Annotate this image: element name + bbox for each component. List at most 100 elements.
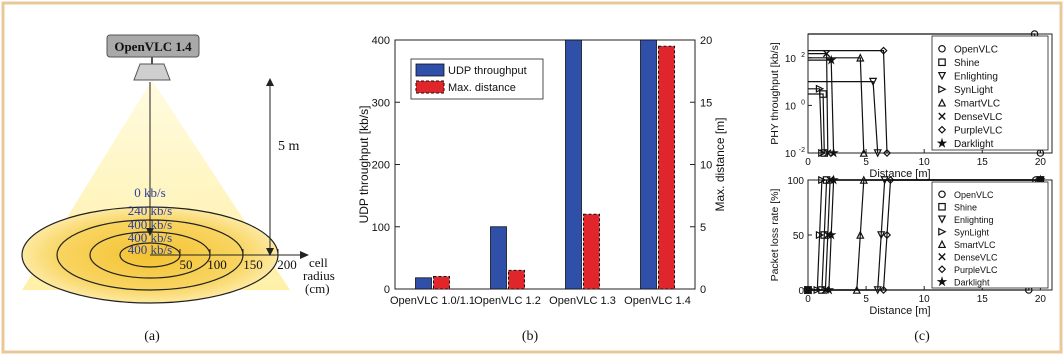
legend-marker-synlight xyxy=(938,227,947,236)
legend-swatch-distance xyxy=(415,80,445,94)
bar-max-distance xyxy=(658,45,675,290)
legend-label: Max. distance xyxy=(448,82,516,94)
data-point-smartvlc xyxy=(856,53,865,62)
panel-b-caption: (b) xyxy=(522,329,539,344)
radius-arrowhead xyxy=(300,251,309,259)
x-tick-label: OpenVLC 1.4 xyxy=(624,295,691,307)
y-tick-label: 0 xyxy=(384,284,390,296)
rate-label: 240 kb/s xyxy=(128,203,172,218)
data-point-darklight xyxy=(828,147,839,158)
y-tick-exponent: -2 xyxy=(799,147,805,154)
y-tick-exponent: 0 xyxy=(801,99,805,106)
legend-marker-openvlc xyxy=(938,190,946,199)
bar-udp-throughput xyxy=(640,39,657,290)
legend-label: Enlighting xyxy=(954,215,994,225)
rate-label: 400 kb/s xyxy=(128,242,172,257)
y-tick-label: 10 xyxy=(785,101,797,112)
data-point-synlight xyxy=(818,148,827,158)
height-arrowhead-bottom xyxy=(266,248,274,256)
legend-marker-smartvlc xyxy=(937,239,947,249)
legend-label: Darklight xyxy=(954,277,990,287)
data-point-densevlc xyxy=(822,49,831,58)
y-tick-label: 400 xyxy=(372,35,390,47)
legend-label: PurpleVLC xyxy=(954,265,998,275)
x-tick-label: OpenVLC 1.3 xyxy=(549,295,616,307)
x-tick-label: 15 xyxy=(977,157,989,168)
y-tick-label: 100 xyxy=(372,222,390,234)
y2-tick-label: 20 xyxy=(700,35,712,47)
legend-marker-densevlc xyxy=(938,112,946,120)
data-point-darklight xyxy=(826,229,837,240)
lamp-icon xyxy=(133,63,171,81)
data-point-smartvlc xyxy=(859,148,868,157)
panel-c-caption: (c) xyxy=(914,329,930,344)
rate-label: 0 kb/s xyxy=(134,185,165,200)
legend-label: DenseVLC xyxy=(954,112,1002,123)
series-line-purplevlc xyxy=(808,49,888,154)
bar-max-distance xyxy=(583,213,600,290)
y2-tick-label: 15 xyxy=(700,97,712,109)
x-tick-label: 0 xyxy=(805,157,811,168)
data-point-smartvlc xyxy=(856,230,865,239)
legend-label: UDP throughput xyxy=(448,65,527,77)
legend-label: SynLight xyxy=(954,85,993,96)
legend-marker-enlighting xyxy=(937,215,947,224)
panel-a-caption: (a) xyxy=(144,329,160,344)
y-tick-label: 10 xyxy=(785,54,797,65)
legend-box xyxy=(931,181,1049,289)
y-tick-label: 10 xyxy=(785,149,797,160)
x-axis-label: Distance [m] xyxy=(869,168,930,180)
x-tick-label: 5 xyxy=(863,157,869,168)
series-line-enlighting xyxy=(808,80,879,154)
data-point-enlighting xyxy=(877,231,886,240)
legend-label: OpenVLC xyxy=(954,190,994,200)
legend-marker-purplevlc xyxy=(937,125,947,134)
y-axis-label: Packet loss rate [%] xyxy=(769,189,781,282)
legend-label: SmartVLC xyxy=(954,98,1000,109)
legend-label: PurpleVLC xyxy=(954,125,1002,136)
y-tick-label: 300 xyxy=(372,97,390,109)
y-tick-label: 0 xyxy=(798,286,804,297)
radius-label-line2: radius xyxy=(303,268,335,283)
x-tick-label: 20 xyxy=(1035,157,1047,168)
data-point-darklight xyxy=(823,284,835,295)
data-point-enlighting xyxy=(873,149,882,158)
data-point-densevlc xyxy=(824,149,832,157)
radius-tick-label: 100 xyxy=(207,257,227,272)
legend-marker-enlighting xyxy=(937,71,947,81)
legend-marker-smartvlc xyxy=(937,98,947,107)
data-point-purplevlc xyxy=(879,285,888,295)
y-tick-exponent: 2 xyxy=(801,52,805,59)
x-tick-label: 15 xyxy=(977,294,989,305)
radius-label-line1: cell xyxy=(309,255,328,270)
rate-label: 400 kb/s xyxy=(128,230,172,245)
legend-marker-densevlc xyxy=(938,253,946,261)
panel-c-bottom-chart: 0 5 10 15 20 Distance [m] 0 50 100 Packet loss ra… xyxy=(769,174,1053,317)
data-point-synlight xyxy=(818,175,827,185)
bar-max-distance xyxy=(508,269,525,290)
x-tick-label: OpenVLC 1.0/1.1 xyxy=(390,295,475,307)
bar-udp-throughput xyxy=(490,226,507,290)
x-axis-label: Distance [m] xyxy=(869,305,930,317)
legend-label: DenseVLC xyxy=(954,252,998,262)
legend-marker-darklight xyxy=(936,137,948,148)
data-point-darklight xyxy=(826,54,837,65)
legend-label: OpenVLC xyxy=(954,44,998,55)
radius-tick-label: 200 xyxy=(277,257,297,272)
data-point-purplevlc xyxy=(886,175,895,185)
legend-box xyxy=(931,35,1049,151)
legend-marker-darklight xyxy=(936,276,948,287)
y-tick-label: 50 xyxy=(793,231,805,242)
legend-marker-synlight xyxy=(938,85,947,94)
height-arrowhead-top xyxy=(266,78,274,86)
x-tick-label: OpenVLC 1.2 xyxy=(474,295,541,307)
bar-max-distance xyxy=(433,276,450,290)
legend-swatch-udp xyxy=(415,63,445,77)
data-point-purplevlc xyxy=(879,46,888,55)
panel-a: OpenVLC 1.4 5 m 0 kb/s 240 kb/s 400 kb/s… xyxy=(21,34,335,344)
data-point-purplevlc xyxy=(882,148,892,158)
x-tick-label: 10 xyxy=(919,294,931,305)
data-point-darklight xyxy=(802,284,814,295)
